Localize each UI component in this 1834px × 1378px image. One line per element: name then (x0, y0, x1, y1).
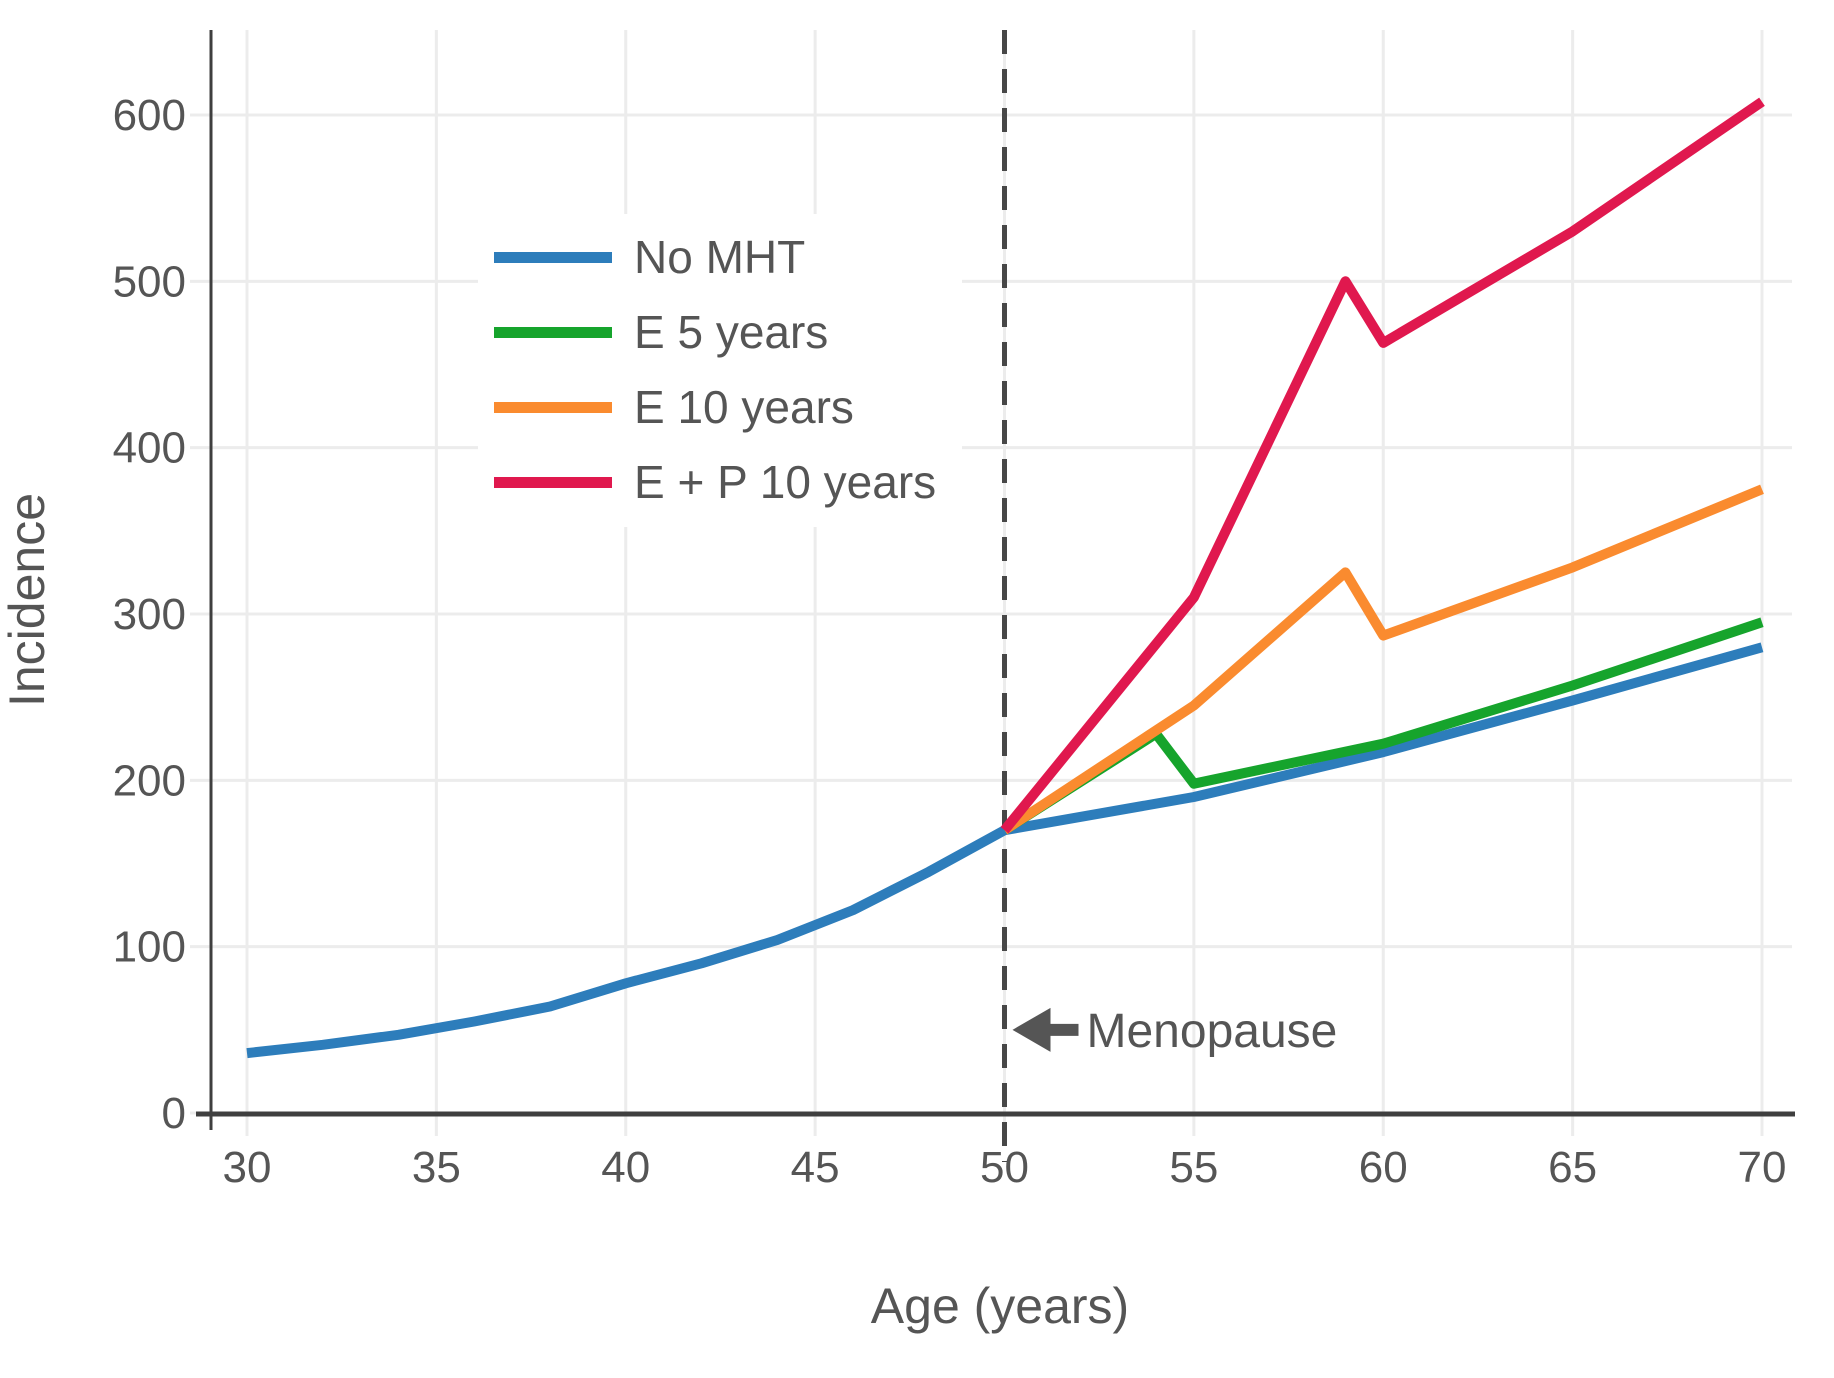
legend-label: No MHT (634, 231, 806, 283)
y-tick-label: 500 (113, 257, 186, 306)
legend-swatch-e-5-years (494, 326, 612, 338)
legend-item: No MHT (494, 234, 936, 280)
gridlines (190, 30, 1792, 1136)
x-tick-label: 40 (601, 1143, 650, 1192)
x-tick-label: 65 (1548, 1143, 1597, 1192)
legend-item: E 10 years (494, 384, 936, 430)
y-tick-label: 600 (113, 91, 186, 140)
legend-swatch-e-p-10-years (494, 476, 612, 488)
menopause-annotation: Menopause (1012, 1005, 1338, 1058)
tick-labels: 0 100 200 300 400 500 600 30 35 40 45 50 55 60 65 70 (113, 91, 1787, 1192)
legend-swatch-e-10-years (494, 401, 612, 413)
legend-label: E + P 10 years (634, 456, 937, 508)
y-tick-label: 200 (113, 756, 186, 805)
menopause-label: Menopause (1087, 1005, 1338, 1058)
series-line-e-10-years (1001, 484, 1764, 835)
y-tick-label: 0 (162, 1089, 186, 1138)
x-tick-label: 35 (412, 1143, 461, 1192)
legend-item: E + P 10 years (494, 459, 936, 505)
y-tick-label: 400 (113, 424, 186, 473)
x-tick-label: 45 (791, 1143, 840, 1192)
series-line-no-mht (246, 642, 1764, 1059)
y-axis-title: Incidence (0, 493, 55, 707)
legend-label: E 5 years (634, 306, 829, 358)
x-tick-label: 50 (980, 1143, 1029, 1192)
series-line-e-p-10-years (1000, 97, 1765, 834)
x-tick-label: 60 (1359, 1143, 1408, 1192)
x-axis-title: Age (years) (871, 1278, 1129, 1334)
axes (196, 30, 1795, 1130)
x-tick-label: 70 (1738, 1143, 1787, 1192)
x-tick-label: 30 (223, 1143, 272, 1192)
legend-swatch-no-mht (494, 251, 612, 263)
series-lines (246, 97, 1765, 1059)
legend: No MHT E 5 years E 10 years E + P 10 yea… (478, 214, 963, 527)
legend-item: E 5 years (494, 309, 936, 355)
x-tick-label: 55 (1169, 1143, 1218, 1192)
y-tick-label: 100 (113, 923, 186, 972)
menopause-arrow-icon (1012, 1007, 1079, 1052)
legend-label: E 10 years (634, 381, 854, 433)
y-tick-label: 300 (113, 590, 186, 639)
